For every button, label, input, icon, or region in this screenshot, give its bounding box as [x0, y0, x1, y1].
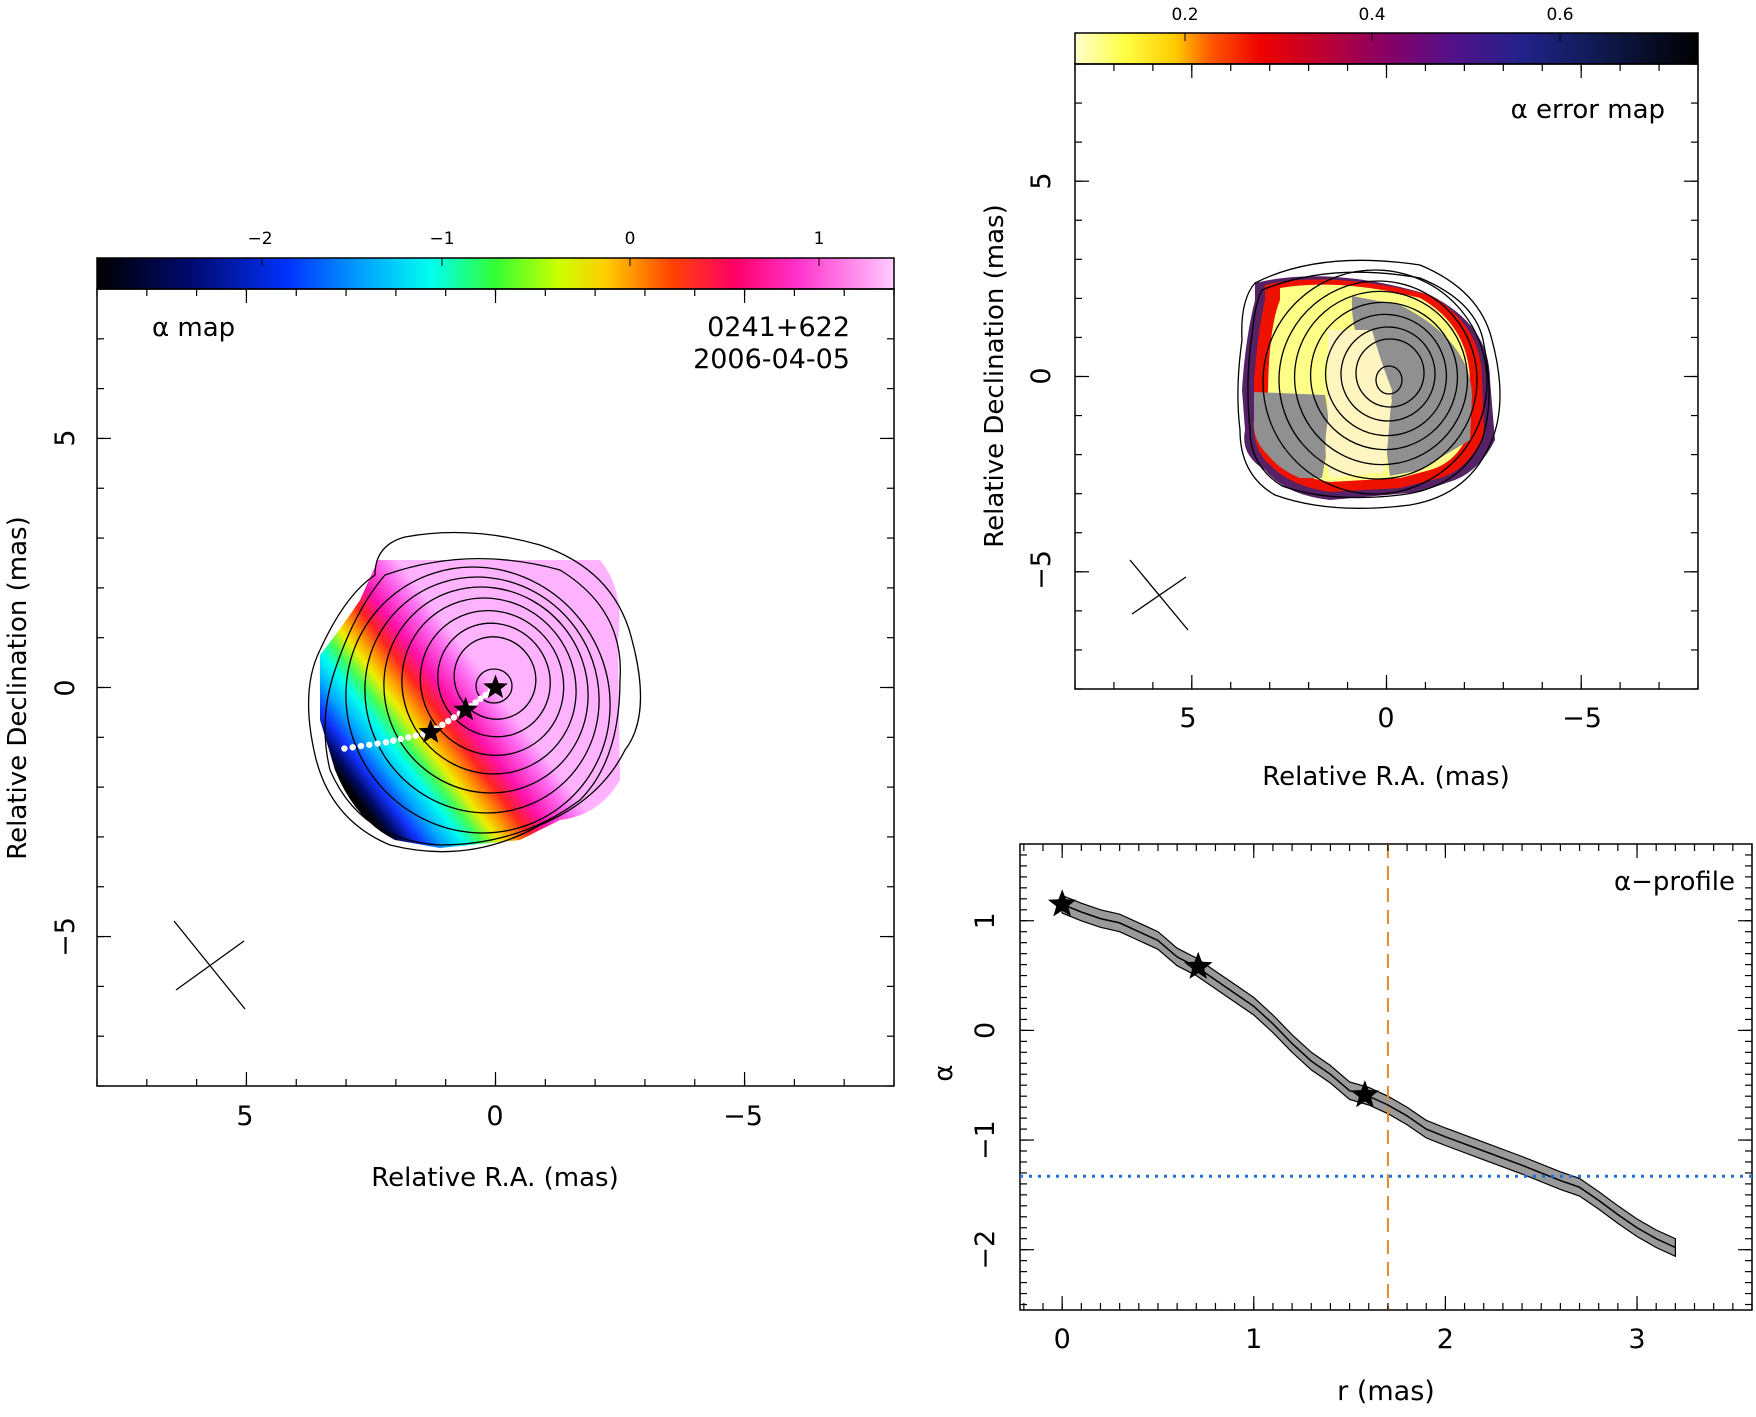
- error-map-axes: [1074, 63, 1699, 690]
- error-colorbar-tick-label: 0.4: [1358, 5, 1385, 25]
- error-colorbar-tick-label: 0.6: [1546, 5, 1573, 25]
- ridge-star: [483, 674, 508, 698]
- ridge-star: [418, 719, 444, 743]
- ridge-point: [439, 721, 446, 729]
- alpha-profile-panel: α−profile r (mas) α 0 1 2 3 1 0 −1 −2: [929, 843, 1753, 1407]
- profile-x-tick-label: 3: [1628, 1324, 1645, 1355]
- error-x-tick-label: 0: [1377, 703, 1394, 734]
- ridge-point: [357, 742, 365, 750]
- profile-y-axis-label: α: [929, 1064, 959, 1081]
- error-colorbar-ticks: [1184, 33, 1561, 41]
- ridge-point: [366, 741, 373, 748]
- ridge-point: [382, 739, 390, 746]
- alpha-y-tick-label: 5: [50, 429, 81, 446]
- error-y-tick-label: −5: [1026, 550, 1057, 590]
- profile-title: α−profile: [1614, 867, 1735, 897]
- error-colorbar-tick-label: 0.2: [1171, 5, 1198, 25]
- error-map-panel: 0.2 0.4 0.6: [980, 5, 1699, 792]
- profile-y-tick-label: 0: [970, 1022, 1001, 1039]
- error-gray-region-left: [1253, 392, 1329, 478]
- profile-line: [1061, 903, 1676, 1249]
- error-y-tick-label: 5: [1026, 172, 1057, 189]
- alpha-y-tick-label: 0: [50, 679, 81, 696]
- profile-star: [1183, 951, 1213, 979]
- alpha-ridge-line: [341, 674, 508, 752]
- ridge-point: [450, 714, 458, 721]
- profile-error-band: [1061, 894, 1676, 1258]
- profile-axes: [1020, 844, 1753, 1310]
- alpha-x-axis-label: Relative R.A. (mas): [371, 1163, 618, 1193]
- ridge-point: [444, 717, 452, 725]
- profile-star: [1350, 1080, 1380, 1108]
- profile-plot-area: [1020, 844, 1752, 1310]
- alpha-colorbar-tick-label: 0: [625, 229, 636, 249]
- alpha-map-axes: [96, 288, 895, 1087]
- error-map-label: α error map: [1511, 95, 1665, 125]
- ridge-point: [390, 737, 397, 744]
- ridge-point: [482, 691, 489, 699]
- ridge-point: [405, 734, 412, 741]
- error-map-beam: [1129, 559, 1189, 631]
- profile-star: [1047, 889, 1077, 917]
- profile-x-tick-label: 0: [1054, 1324, 1071, 1355]
- ridge-point: [374, 740, 381, 747]
- source-name: 0241+622: [707, 312, 850, 343]
- ridge-point: [477, 695, 484, 702]
- profile-x-tick-label: 1: [1245, 1324, 1262, 1355]
- alpha-map-beam: [173, 920, 246, 1010]
- observation-date: 2006-04-05: [693, 344, 850, 375]
- error-colorbar: [1074, 32, 1699, 65]
- profile-y-tick-label: −1: [970, 1120, 1001, 1160]
- error-map-contours: [1237, 259, 1501, 509]
- profile-frame: [1019, 843, 1753, 1311]
- ridge-point: [472, 699, 479, 706]
- alpha-map-panel: −2 −1 0 1 α map: [3, 229, 895, 1193]
- error-x-axis-label: Relative R.A. (mas): [1262, 762, 1509, 792]
- profile-x-tick-label: 2: [1437, 1324, 1454, 1355]
- alpha-x-tick-label: 0: [486, 1101, 503, 1132]
- alpha-colorbar-ticks: [261, 258, 820, 266]
- alpha-colorbar-tick-label: 1: [814, 229, 825, 249]
- alpha-map-contours: [307, 531, 642, 853]
- ridge-point: [412, 732, 419, 739]
- alpha-y-tick-label: −5: [50, 917, 81, 957]
- error-x-tick-label: −5: [1562, 703, 1602, 734]
- alpha-x-tick-label: −5: [723, 1101, 763, 1132]
- alpha-map-label: α map: [152, 313, 235, 343]
- alpha-colorbar: [96, 257, 895, 290]
- alpha-y-axis-label: Relative Declination (mas): [3, 516, 33, 859]
- ridge-point: [349, 744, 356, 751]
- alpha-x-tick-label: 5: [236, 1101, 253, 1132]
- ridge-point: [397, 735, 405, 743]
- alpha-colorbar-tick-label: −2: [247, 229, 272, 249]
- error-y-axis-label: Relative Declination (mas): [980, 204, 1010, 547]
- error-y-tick-label: 0: [1026, 367, 1057, 384]
- alpha-colorbar-tick-label: −1: [429, 229, 454, 249]
- error-x-tick-label: 5: [1179, 703, 1196, 734]
- profile-x-axis-label: r (mas): [1337, 1376, 1435, 1407]
- error-gray-region-right: [1351, 296, 1472, 476]
- profile-y-tick-label: −2: [970, 1230, 1001, 1270]
- profile-tick-labels: 0 1 2 3 1 0 −1 −2: [970, 912, 1646, 1355]
- profile-y-tick-label: 1: [970, 912, 1001, 929]
- ridge-point: [341, 745, 348, 752]
- ridge-star: [453, 696, 478, 721]
